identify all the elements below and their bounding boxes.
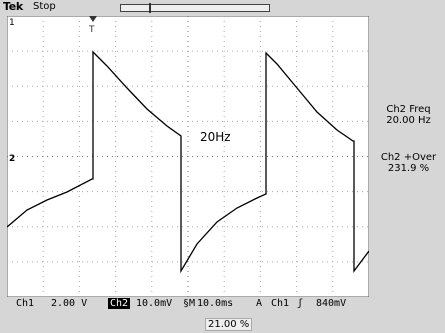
bandwidth-limit-icon: § <box>183 298 190 309</box>
trigger-level: 840mV <box>316 298 347 309</box>
timebase-scale: 10.0ms <box>197 298 234 309</box>
brand-label: Tek <box>3 0 23 13</box>
waveform-display: 1 2 T 20Hz <box>7 16 369 297</box>
ch1-scale: 2.00 V <box>51 298 88 309</box>
trigger-slope-icon: ʃ <box>297 298 304 309</box>
trigger-label: A <box>256 298 263 309</box>
measurement-frequency-value: 20.00 Hz <box>386 115 431 126</box>
trigger-position-icon: T <box>88 16 97 35</box>
measurement-overshoot-label: Ch2 +Over <box>380 152 437 163</box>
frequency-annotation: 20Hz <box>200 130 231 144</box>
measurement-frequency-label: Ch2 Freq <box>386 104 431 115</box>
horizontal-position-readout: 21.00 % <box>205 318 253 331</box>
svg-text:T: T <box>88 25 95 35</box>
measurement-overshoot[interactable]: Ch2 +Over 231.9 % <box>372 152 445 174</box>
bottom-status-bar: Ch1 2.00 V Ch2 10.0mV § M 10.0ms A Ch1 ʃ… <box>16 298 376 312</box>
ch1-label: Ch1 <box>16 298 35 309</box>
ch2-waveform-trace <box>7 50 369 274</box>
record-position-bar[interactable] <box>120 3 270 13</box>
timebase-label: M <box>189 298 196 309</box>
ch2-scale: 10.0mV <box>136 298 173 309</box>
graticule-grid <box>7 16 369 297</box>
top-status-bar: Tek Stop <box>0 0 445 16</box>
measurement-overshoot-value: 231.9 % <box>387 163 430 174</box>
ch2-label: Ch2 <box>108 298 131 309</box>
record-position-cursor[interactable] <box>149 3 151 13</box>
acquisition-status: Stop <box>33 1 56 12</box>
channel2-ground-marker: 2 <box>9 154 15 164</box>
channel1-marker: 1 <box>9 18 15 28</box>
trigger-channel: Ch1 <box>271 298 290 309</box>
measurement-frequency[interactable]: Ch2 Freq 20.00 Hz <box>372 104 445 126</box>
